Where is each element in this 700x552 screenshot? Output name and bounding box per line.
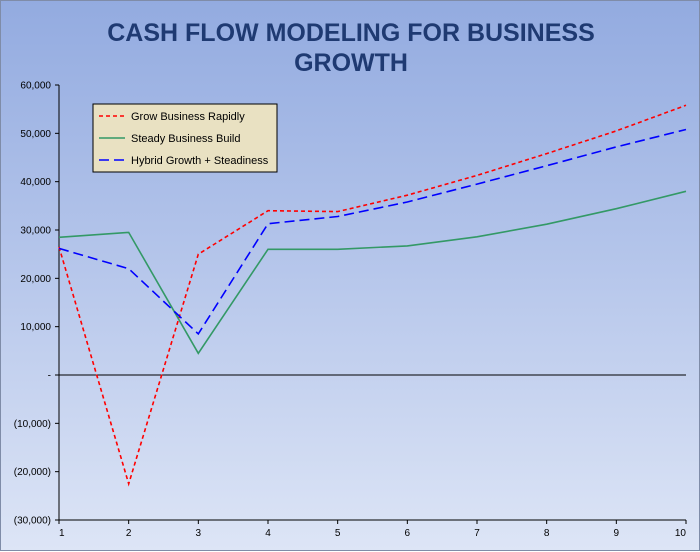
y-tick-label: 30,000 <box>20 226 51 237</box>
chart-title-line-2: GROWTH <box>294 49 408 77</box>
x-tick-label: 6 <box>405 528 411 539</box>
series-lines <box>58 104 687 487</box>
x-tick-label: 2 <box>126 528 132 539</box>
x-tick-label: 7 <box>474 528 480 539</box>
series-line-3 <box>58 128 687 336</box>
series-line-1 <box>58 104 687 487</box>
y-axis-ticks: 60,000 50,000 40,000 30,000 20,000 10,000 - (10… <box>14 81 59 527</box>
x-axis-ticks: 1 2 3 4 5 6 7 8 9 10 <box>58 520 687 539</box>
axes <box>58 85 686 521</box>
x-tick-label: 1 <box>59 528 65 539</box>
x-tick-label: 10 <box>675 528 687 539</box>
y-tick-label: (10,000) <box>14 419 51 430</box>
legend-label-1: Grow Business Rapidly <box>131 111 245 123</box>
x-tick-label: 9 <box>614 528 620 539</box>
y-tick-label: 50,000 <box>20 129 51 140</box>
y-tick-label: 20,000 <box>20 274 51 285</box>
legend-label-3: Hybrid Growth + Steadiness <box>131 155 269 167</box>
x-tick-label: 5 <box>335 528 341 539</box>
y-tick-label: (20,000) <box>14 467 51 478</box>
chart-title-line-1: CASH FLOW MODELING FOR BUSINESS <box>107 19 595 47</box>
y-tick-label: 60,000 <box>20 81 51 92</box>
y-tick-label: 40,000 <box>20 177 51 188</box>
x-tick-label: 3 <box>196 528 202 539</box>
legend-label-2: Steady Business Build <box>131 133 240 145</box>
x-tick-label: 8 <box>544 528 550 539</box>
series-line-2 <box>58 190 687 355</box>
legend: Grow Business Rapidly Steady Business Bui… <box>92 103 278 173</box>
y-tick-label: (30,000) <box>14 516 51 527</box>
y-tick-label: 10,000 <box>20 322 51 333</box>
x-tick-label: 4 <box>265 528 271 539</box>
y-tick-label: - <box>48 371 51 382</box>
